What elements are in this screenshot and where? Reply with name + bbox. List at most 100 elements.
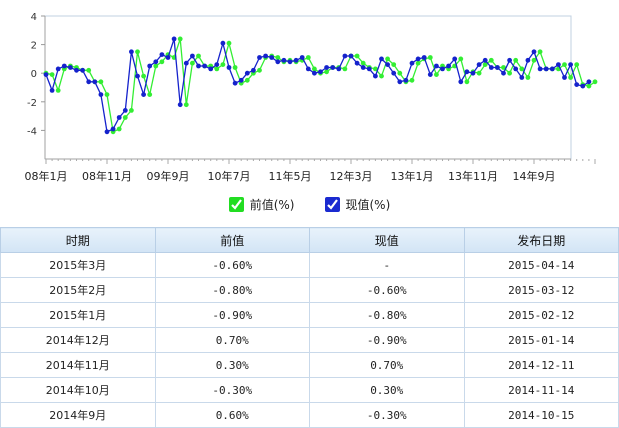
x-tick-label: 08年11月 [82, 169, 132, 183]
data-point [543, 66, 549, 72]
data-point [440, 66, 445, 72]
data-point [482, 62, 488, 67]
data-point [116, 126, 122, 132]
column-header-previous: 前值 [154, 227, 310, 253]
data-point [226, 40, 232, 46]
data-point [342, 53, 348, 59]
data-point [348, 53, 354, 59]
data-point [391, 70, 397, 76]
data-table: 时期 前值 现值 发布日期 2015年3月 -0.60% -2015-04-14 20… [0, 227, 619, 428]
data-point [171, 36, 177, 42]
data-point [495, 65, 500, 70]
data-point [226, 65, 232, 70]
checkbox-checked-icon[interactable] [324, 196, 340, 212]
release-date-cell: 2015-04-14 [463, 252, 619, 278]
legend-label-previous: 前值(%) [249, 197, 295, 212]
data-point [556, 62, 561, 67]
data-point [501, 65, 506, 70]
data-point [403, 77, 409, 83]
data-point [190, 60, 195, 66]
data-point [373, 73, 378, 79]
data-point [104, 92, 110, 97]
data-point [275, 55, 281, 60]
x-tick-label: 09年9月 [147, 169, 190, 183]
data-point [354, 53, 360, 59]
data-point [586, 83, 592, 89]
data-point [531, 49, 537, 55]
data-point [324, 65, 329, 70]
data-point [586, 79, 592, 85]
y-tick-label: 4 [31, 12, 37, 23]
data-point [196, 53, 201, 59]
data-point [122, 108, 128, 113]
data-point [110, 126, 116, 132]
data-point [360, 65, 366, 70]
data-point [531, 57, 537, 63]
data-point [98, 79, 104, 85]
data-point [464, 79, 470, 85]
data-point [238, 77, 244, 83]
data-point [55, 66, 61, 72]
data-point [299, 55, 305, 60]
data-point [263, 53, 268, 59]
data-point [391, 62, 397, 67]
column-header-current: 现值 [309, 227, 465, 253]
current-value-cell: -0.30% [309, 402, 465, 428]
legend-item-previous[interactable]: 前值(%) [228, 196, 295, 213]
data-point [86, 79, 92, 85]
x-tick-label: 10年7月 [208, 169, 251, 183]
data-point [305, 55, 311, 60]
data-point [562, 75, 567, 80]
table-row: 2015年1月 -0.90% -0.80% 2015-02-12 [0, 302, 619, 328]
data-point [86, 67, 92, 73]
period-cell: 2014年9月 [0, 402, 156, 428]
data-point [68, 65, 73, 70]
data-point [92, 79, 98, 85]
previous-value-cell: -0.60% [154, 252, 310, 278]
chart-legend: 前值(%) 现值(%) [0, 194, 619, 214]
previous-value-cell: 0.70% [154, 327, 310, 353]
data-point [177, 36, 183, 42]
data-point [147, 92, 153, 97]
data-point [104, 129, 110, 135]
data-point [574, 82, 580, 87]
x-tick-label: 13年1月 [391, 169, 434, 183]
data-point [98, 92, 104, 97]
period-cell: 2014年11月 [0, 352, 156, 378]
data-point [446, 63, 451, 69]
data-point [269, 55, 275, 60]
previous-value-cell: 0.30% [154, 352, 310, 378]
y-tick-label: 0 [31, 69, 37, 80]
data-point [427, 72, 433, 77]
data-point [366, 66, 372, 72]
data-point [275, 59, 281, 65]
data-point [129, 49, 134, 55]
period-cell: 2015年3月 [0, 252, 156, 278]
table-row: 2015年3月 -0.60% -2015-04-14 [0, 252, 619, 278]
data-point [434, 63, 439, 69]
data-point [244, 77, 250, 83]
x-tick-label: 12年3月 [330, 169, 373, 183]
data-point [513, 66, 519, 72]
current-value-cell: -0.90% [309, 327, 465, 353]
data-point [385, 56, 390, 62]
data-point [409, 60, 415, 66]
plot-frame [44, 15, 572, 160]
previous-value-cell: -0.90% [154, 302, 310, 328]
table-row: 2014年9月 0.60% -0.30% 2014-10-15 [0, 402, 619, 428]
checkbox-checked-icon[interactable] [228, 196, 244, 212]
data-point [232, 80, 238, 86]
data-point [257, 55, 262, 60]
data-point [519, 75, 525, 80]
current-value-cell: -0.60% [309, 277, 465, 303]
previous-value-cell: -0.80% [154, 277, 310, 303]
data-point [129, 108, 134, 113]
current-value-cell: -0.80% [309, 302, 465, 328]
data-point [397, 79, 403, 85]
period-cell: 2015年1月 [0, 302, 156, 328]
data-point [513, 57, 519, 63]
table-row: 2014年11月 0.30% 0.70% 2014-12-11 [0, 352, 619, 378]
legend-item-current[interactable]: 现值(%) [324, 196, 390, 213]
data-point [464, 69, 470, 75]
data-point [373, 66, 378, 72]
